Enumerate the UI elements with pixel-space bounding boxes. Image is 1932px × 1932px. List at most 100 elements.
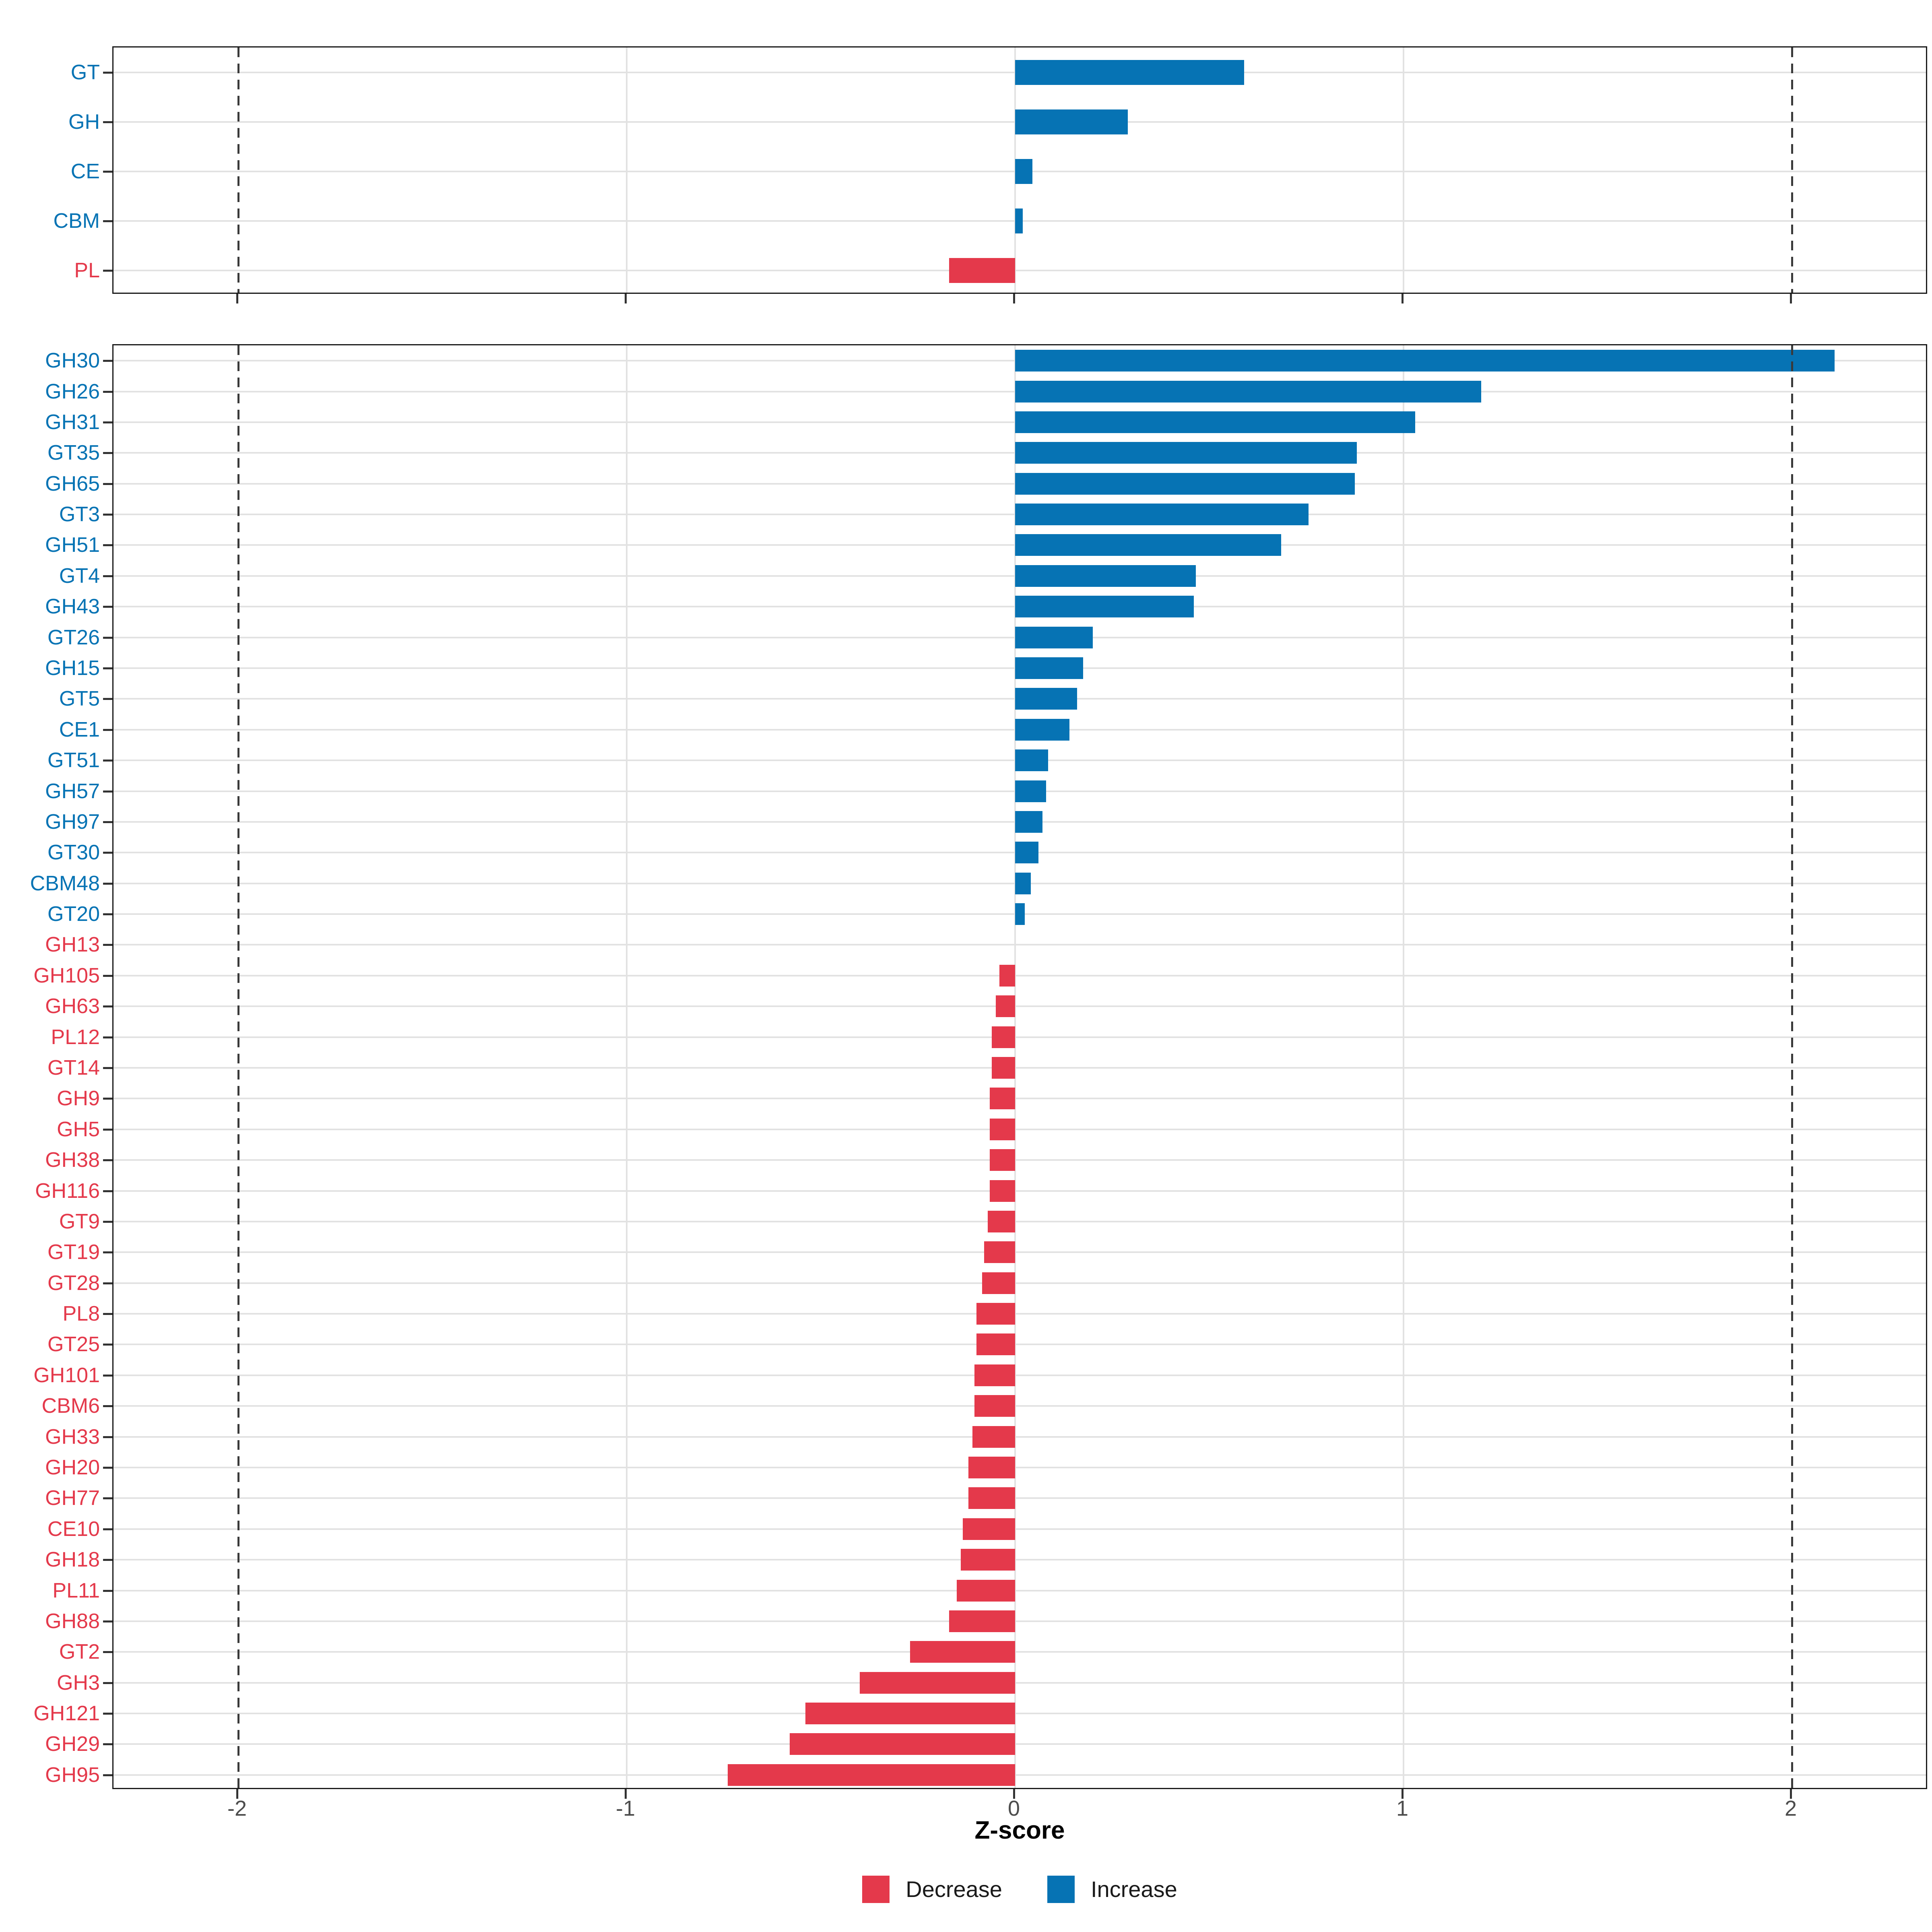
y-tick-GH13 (103, 944, 112, 946)
y-tick-GT51 (103, 760, 112, 762)
bar-GT30 (1015, 842, 1038, 863)
y-label-GH26: GH26 (45, 380, 100, 403)
gridline-row-GH116 (114, 1190, 1926, 1192)
y-tick-CBM48 (103, 883, 112, 885)
bar-GH51 (1015, 534, 1282, 556)
legend: Decrease Increase (112, 1874, 1927, 1905)
y-label-GH15: GH15 (45, 656, 100, 680)
y-label-GT28: GT28 (47, 1271, 100, 1295)
x-tick--1-panel-top (625, 294, 627, 303)
dashed-refline-x2 (1791, 47, 1793, 293)
bar-GH101 (974, 1364, 1015, 1386)
y-tick-GH18 (103, 1559, 112, 1561)
family-detail-panel: GH30 GH26 GH31 GT35 GH65 GT3 GH51 GT4 GH43 GT26 GH… (30, 344, 1927, 1789)
gridline-row-GH5 (114, 1129, 1926, 1130)
bar-GH26 (1015, 381, 1481, 402)
legend-label-increase: Increase (1090, 1876, 1177, 1902)
y-label-GH30: GH30 (45, 349, 100, 372)
y-tick-GH30 (103, 360, 112, 362)
y-label-GH116: GH116 (35, 1179, 100, 1203)
gridline-row-GH20 (114, 1467, 1926, 1468)
bar-GH43 (1015, 596, 1194, 617)
y-tick-GH105 (103, 975, 112, 977)
y-tick-GH63 (103, 1005, 112, 1007)
bar-GH20 (968, 1457, 1015, 1478)
bar-GT5 (1015, 688, 1077, 710)
y-label-GT: GT (70, 61, 100, 84)
gridline-row-GH63 (114, 1005, 1926, 1007)
increase-swatch (1047, 1876, 1075, 1903)
bar-GT25 (976, 1333, 1015, 1355)
bar-GH29 (790, 1733, 1015, 1755)
y-label-GH33: GH33 (45, 1425, 100, 1449)
bar-GT4 (1015, 565, 1196, 587)
y-tick-PL12 (103, 1036, 112, 1038)
y-label-GH65: GH65 (45, 472, 100, 495)
gridline-row-GH121 (114, 1713, 1926, 1714)
y-tick-GT4 (103, 575, 112, 577)
y-label-GH13: GH13 (45, 933, 100, 956)
y-tick-GT20 (103, 913, 112, 915)
y-label-CE10: CE10 (47, 1517, 100, 1541)
bar-GT26 (1015, 627, 1093, 648)
y-label-PL11: PL11 (52, 1579, 100, 1602)
gridline-row-GT14 (114, 1067, 1926, 1069)
bar-CBM6 (974, 1395, 1015, 1417)
legend-item-increase: Increase (1047, 1876, 1177, 1903)
y-tick-CBM6 (103, 1405, 112, 1407)
y-tick-CE10 (103, 1528, 112, 1530)
y-label-GT2: GT2 (59, 1640, 100, 1664)
y-tick-GH116 (103, 1190, 112, 1192)
y-label-GH31: GH31 (45, 411, 100, 434)
bar-PL12 (992, 1026, 1015, 1048)
gridline-row-PL (114, 270, 1926, 271)
gridline-row-GH33 (114, 1436, 1926, 1438)
bar-GT3 (1015, 504, 1309, 525)
y-label-GT4: GT4 (59, 564, 100, 588)
gridline-row-CBM6 (114, 1405, 1926, 1407)
y-tick-CE (103, 171, 112, 173)
gridline-row-CE10 (114, 1528, 1926, 1530)
gridline-row-GT19 (114, 1251, 1926, 1253)
vertical-gridline-x1 (1403, 345, 1404, 1788)
bar-PL11 (957, 1580, 1015, 1602)
bar-GH18 (960, 1549, 1015, 1571)
category-summary-panel: GT GH CE CBM PL (53, 46, 1927, 294)
y-tick-CE1 (103, 729, 112, 731)
y-tick-GT14 (103, 1067, 112, 1069)
bar-GH88 (949, 1610, 1015, 1632)
y-tick-GH26 (103, 391, 112, 393)
dashed-refline-x-2 (237, 345, 239, 1788)
bar-GH95 (727, 1764, 1015, 1786)
y-label-GH101: GH101 (33, 1364, 100, 1387)
gridline-row-GH38 (114, 1159, 1926, 1161)
y-label-GH121: GH121 (33, 1702, 100, 1725)
y-label-GT19: GT19 (47, 1241, 100, 1264)
x-axis-title: Z-score (974, 1816, 1065, 1844)
y-tick-GT (103, 72, 112, 74)
vertical-gridline-x-1 (626, 345, 627, 1788)
bar-GT51 (1015, 749, 1049, 771)
y-tick-GH121 (103, 1713, 112, 1715)
y-label-CBM48: CBM48 (30, 872, 100, 895)
y-tick-GH97 (103, 821, 112, 823)
y-label-GH3: GH3 (57, 1671, 100, 1695)
x-tick-1-panel-top (1402, 294, 1404, 303)
y-label-GH105: GH105 (33, 964, 100, 987)
gridline-row-PL12 (114, 1036, 1926, 1038)
dashed-refline-x-2 (237, 47, 239, 293)
gridline-row-GT25 (114, 1344, 1926, 1345)
y-label-GT20: GT20 (47, 902, 100, 926)
bar-GH (1015, 109, 1128, 134)
bar-GT9 (988, 1211, 1015, 1232)
gridline-row-GH77 (114, 1497, 1926, 1499)
gridline-row-GH105 (114, 975, 1926, 976)
legend-label-decrease: Decrease (906, 1876, 1002, 1902)
x-tick--1-panel-bottom (625, 1789, 627, 1799)
y-tick-GT19 (103, 1251, 112, 1253)
y-label-GT9: GT9 (59, 1210, 100, 1233)
vertical-gridline-x0 (1014, 345, 1016, 1788)
y-label-GH: GH (68, 110, 100, 134)
x-tick-label-0: 0 (1007, 1796, 1020, 1821)
bar-GH77 (968, 1487, 1015, 1509)
